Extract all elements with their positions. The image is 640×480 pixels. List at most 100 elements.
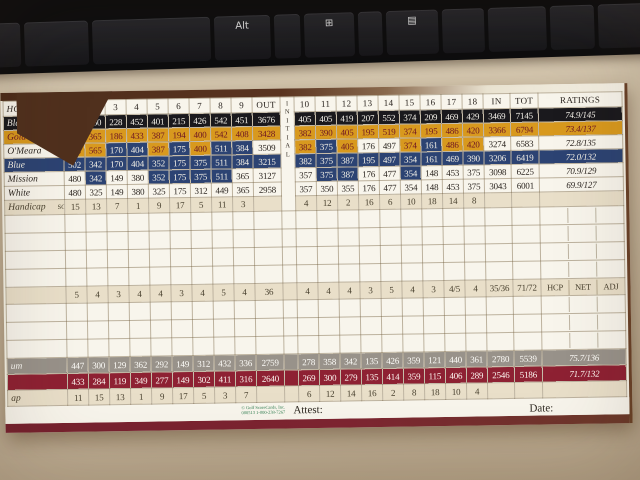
score-cell <box>486 314 514 333</box>
handicap-cell: 5 <box>190 197 212 213</box>
yardage-cell: 390 <box>462 150 485 166</box>
entry-cell <box>171 301 193 320</box>
entry-cell <box>598 314 625 329</box>
entry-cell <box>65 232 87 251</box>
handicap-text: Handicap <box>8 202 46 213</box>
handicap-cell: 12 <box>319 385 341 402</box>
entry-cell <box>465 314 487 334</box>
score-cell <box>283 299 298 319</box>
entry-cell <box>360 334 382 353</box>
entry-cell <box>444 315 466 334</box>
handicap-cell: 8 <box>403 383 425 401</box>
handicap-cell: 10 <box>445 383 467 400</box>
par-cell: 3 <box>422 280 445 298</box>
handicap-cell: 2 <box>382 384 404 401</box>
par-cell: 4 <box>233 283 256 301</box>
yardage-cell: 357 <box>295 181 317 196</box>
yardage-cell: 119 <box>109 372 131 389</box>
yardage-cell: 511 <box>210 154 233 170</box>
handicap-label: ap <box>7 389 68 407</box>
yardage-cell: 375 <box>315 153 338 168</box>
yardage-cell: 161 <box>420 151 443 166</box>
ratings-subcolumns <box>541 294 626 314</box>
entry-cell <box>339 334 361 354</box>
entry-cell <box>232 211 255 230</box>
golf-scorecard: HOLE123456789OUTI N I T I A L10111213141… <box>0 83 633 433</box>
yardage-cell: 176 <box>358 166 380 181</box>
hole-number: 14 <box>377 95 400 111</box>
yardage-cell: 175 <box>168 141 190 156</box>
score-cell <box>253 211 283 230</box>
entry-cell <box>541 262 570 278</box>
entry-cell <box>465 296 487 316</box>
entry-cell <box>402 333 424 353</box>
par-out: 36 <box>254 283 284 301</box>
entry-cell <box>296 228 318 247</box>
yardage-cell: 405 <box>336 124 358 140</box>
handicap-cell: 7 <box>235 386 257 403</box>
entry-cell <box>148 212 171 232</box>
entry-cell <box>338 227 360 247</box>
entry-cell <box>86 267 108 287</box>
handicap-cell: 7 <box>106 198 128 214</box>
entry-cell <box>597 261 624 276</box>
yardage-cell: 519 <box>378 124 400 139</box>
copyright-text: © Golf ScoreCards, Inc. 080513 1-800-238… <box>241 405 285 416</box>
in-total: 3206 <box>483 150 512 165</box>
entry-cell <box>569 296 598 313</box>
entry-cell <box>66 339 89 358</box>
yardage-cell: 289 <box>466 366 488 384</box>
grand-total: 5186 <box>514 365 543 383</box>
yardage-cell: 452 <box>126 114 148 129</box>
score-cell <box>254 247 283 266</box>
yardage-cell: 284 <box>88 372 110 390</box>
in-total: 3366 <box>483 122 511 137</box>
out-total: 2759 <box>256 354 285 371</box>
yardage-cell: 405 <box>336 138 358 154</box>
handicap-cell: 10 <box>400 193 422 210</box>
entry-cell <box>540 226 569 242</box>
par-total: 71/72 <box>512 278 542 297</box>
entry-cell <box>295 210 318 229</box>
entry-cell <box>213 318 235 338</box>
yardage-cell: 300 <box>88 356 110 374</box>
entry-cell <box>339 316 361 336</box>
yardage-cell: 382 <box>294 125 316 140</box>
entry-cell <box>596 207 623 222</box>
yardage-cell: 316 <box>235 370 257 387</box>
yardage-cell: 121 <box>423 351 446 368</box>
entry-cell <box>107 249 129 268</box>
entry-cell <box>337 209 360 229</box>
entry-cell <box>150 319 172 339</box>
handicap-cell: 13 <box>85 198 107 215</box>
yardage-cell: 432 <box>214 354 236 372</box>
yardage-cell: 390 <box>315 125 337 140</box>
yardage-cell: 362 <box>130 356 152 373</box>
yardage-cell: 387 <box>147 141 169 157</box>
entry-cell <box>381 316 403 335</box>
yardage-cell: 375 <box>463 178 485 194</box>
hole-number: 7 <box>188 98 211 114</box>
entry-cell <box>568 243 598 260</box>
entry-cell <box>86 249 108 269</box>
score-cell <box>513 313 542 333</box>
entry-cell <box>423 297 445 316</box>
entry-cell <box>421 208 444 227</box>
yardage-cell: 336 <box>235 354 257 371</box>
entry-cell <box>149 248 171 268</box>
yardage-cell: 129 <box>109 356 131 373</box>
keyboard-key <box>549 4 595 51</box>
player-name-cell <box>5 232 66 252</box>
in-total: 3469 <box>483 108 511 123</box>
yardage-cell: 374 <box>399 109 421 125</box>
entry-cell <box>65 268 87 287</box>
yardage-cell: 359 <box>402 351 425 369</box>
entry-cell <box>541 297 570 313</box>
score-cell <box>511 206 541 226</box>
player-name-cell <box>5 268 66 288</box>
entry-cell <box>234 318 256 337</box>
yardage-cell: 349 <box>130 372 152 389</box>
score-cell <box>511 191 540 208</box>
hole-number: 12 <box>335 95 358 112</box>
player-name-cell <box>5 250 66 270</box>
